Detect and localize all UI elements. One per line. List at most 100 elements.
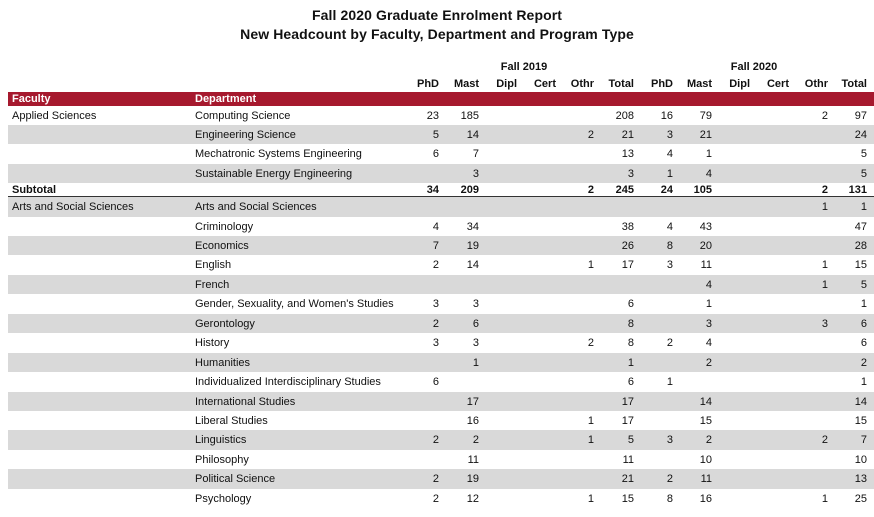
- value-cell: 11: [700, 259, 712, 271]
- value-cell: 2: [432, 317, 439, 330]
- value-cell: 3: [666, 128, 673, 141]
- value-cell: 185: [460, 109, 479, 122]
- value-cell: [403, 164, 439, 183]
- value-cell: [520, 450, 556, 469]
- report-subtitle: New Headcount by Faculty, Department and…: [240, 26, 634, 42]
- value-cell: [753, 450, 789, 469]
- value-cell: 131: [848, 183, 867, 196]
- value-cell: [792, 469, 828, 489]
- value-cell: 4: [666, 148, 673, 160]
- value-cell: [753, 333, 789, 353]
- value-cell: 10: [854, 453, 867, 466]
- value-cell: [520, 372, 556, 392]
- department-cell: History: [195, 337, 230, 349]
- value-cell: [792, 294, 828, 314]
- value-cell: 6: [432, 376, 439, 388]
- department-cell: Sustainable Energy Engineering: [195, 167, 353, 180]
- value-cell: 1: [860, 298, 867, 310]
- value-cell: [520, 144, 556, 164]
- value-cell: [753, 106, 789, 125]
- value-cell: [481, 183, 517, 196]
- value-cell: 12: [466, 492, 479, 505]
- value-cell: [481, 144, 517, 164]
- value-cell: 15: [854, 259, 867, 271]
- value-cell: [520, 411, 556, 430]
- value-cell: 2: [666, 337, 673, 349]
- table-row: Linguistics 2 2 1 5 3 2 2 7: [8, 430, 874, 450]
- table-row: Psychology 2 12 1 15 8 16 1 25: [8, 489, 874, 508]
- table-row: Gender, Sexuality, and Women's Studies 3 3…: [8, 294, 874, 314]
- value-cell: 15: [854, 414, 867, 427]
- value-cell: 6: [472, 317, 479, 330]
- value-cell: 13: [621, 148, 634, 160]
- value-cell: 15: [621, 492, 634, 505]
- value-cell: [753, 372, 789, 392]
- value-cell: [714, 353, 750, 372]
- value-cell: [558, 197, 594, 217]
- value-cell: 11: [467, 453, 479, 466]
- value-cell: [637, 392, 673, 411]
- value-cell: 8: [666, 492, 673, 505]
- value-cell: 105: [693, 183, 712, 196]
- value-cell: [753, 294, 789, 314]
- value-cell: [714, 164, 750, 183]
- value-cell: [714, 106, 750, 125]
- value-cell: [753, 275, 789, 294]
- value-cell: 2: [821, 109, 828, 122]
- value-cell: [481, 333, 517, 353]
- department-cell: Engineering Science: [195, 128, 296, 141]
- value-cell: 1: [821, 259, 828, 271]
- table-row: Gerontology 2 6 8 3 3 6: [8, 314, 874, 333]
- value-cell: [714, 372, 750, 392]
- value-cell: [753, 392, 789, 411]
- column-header-row: PhD Mast Dipl Cert Othr Total PhD Mast Dipl Cert O…: [8, 78, 874, 91]
- value-cell: 10: [699, 453, 712, 466]
- value-cell: 1: [587, 414, 594, 427]
- value-cell: [520, 333, 556, 353]
- value-cell: [714, 217, 750, 236]
- value-cell: 19: [466, 473, 479, 485]
- value-cell: [443, 197, 479, 217]
- header-band: Faculty Department: [8, 92, 874, 106]
- value-cell: 34: [466, 220, 479, 233]
- value-cell: [481, 353, 517, 372]
- value-cell: [637, 353, 673, 372]
- department-cell: Humanities: [195, 356, 251, 369]
- value-cell: [403, 197, 439, 217]
- value-cell: 21: [621, 473, 634, 485]
- value-cell: 245: [615, 183, 634, 196]
- value-cell: 2: [472, 434, 479, 446]
- value-cell: [443, 372, 479, 392]
- value-cell: [520, 294, 556, 314]
- value-cell: 11: [622, 453, 634, 466]
- value-cell: [714, 125, 750, 144]
- value-cell: [403, 353, 439, 372]
- value-cell: [637, 294, 673, 314]
- value-cell: 1: [587, 434, 594, 446]
- value-cell: [598, 275, 634, 294]
- column-header-mast-2020: Mast: [686, 78, 712, 90]
- value-cell: [481, 392, 517, 411]
- value-cell: 1: [627, 356, 634, 369]
- value-cell: 3: [472, 298, 479, 310]
- value-cell: 5: [627, 434, 634, 446]
- table-row: Liberal Studies 16 1 17 15 15: [8, 411, 874, 430]
- value-cell: [481, 411, 517, 430]
- value-cell: [481, 430, 517, 450]
- value-cell: 16: [466, 414, 479, 427]
- value-cell: [792, 392, 828, 411]
- value-cell: 6: [860, 337, 867, 349]
- value-cell: 5: [860, 148, 867, 160]
- value-cell: [753, 353, 789, 372]
- value-cell: 17: [466, 395, 479, 408]
- value-cell: [558, 392, 594, 411]
- value-cell: 14: [466, 259, 479, 271]
- value-cell: [520, 469, 556, 489]
- value-cell: 14: [854, 395, 867, 408]
- value-cell: [520, 353, 556, 372]
- value-cell: 7: [472, 148, 479, 160]
- value-cell: [558, 372, 594, 392]
- value-cell: [714, 294, 750, 314]
- value-cell: 2: [705, 356, 712, 369]
- value-cell: [481, 197, 517, 217]
